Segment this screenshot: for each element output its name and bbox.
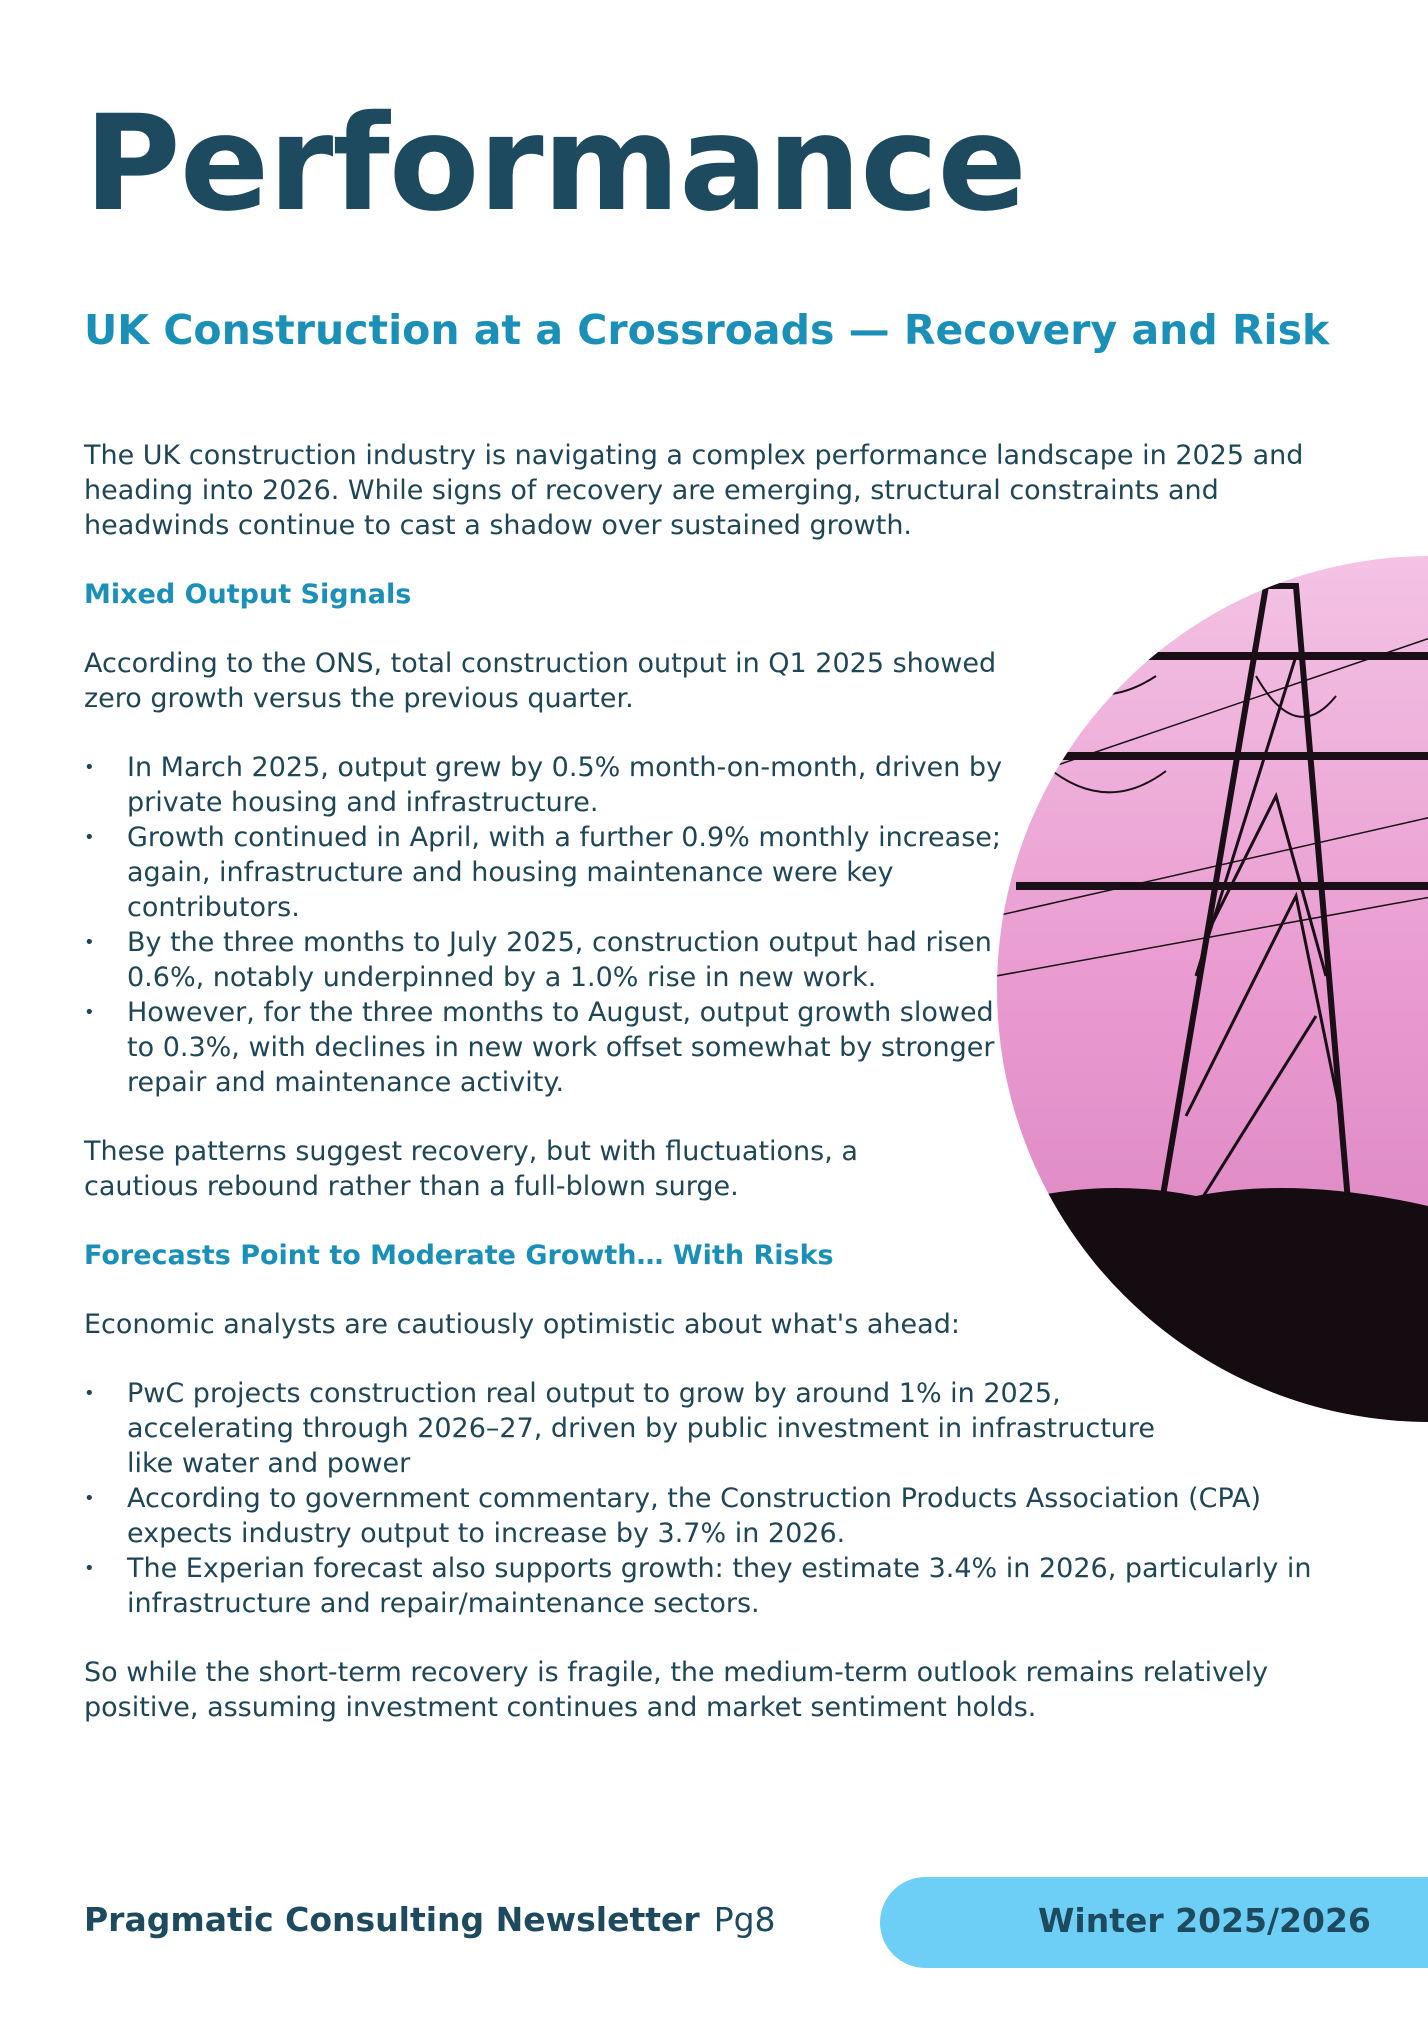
page-title: Performance <box>84 87 1027 241</box>
bullet-list: PwC projects construction real output to… <box>84 1376 1364 1621</box>
list-item: PwC projects construction real output to… <box>84 1376 1207 1481</box>
list-item: In March 2025, output grew by 0.5% month… <box>84 750 1014 820</box>
list-item: Growth continued in April, with a furthe… <box>84 820 1014 925</box>
publication-name: Pragmatic Consulting Newsletter <box>84 1900 700 1939</box>
list-item: According to government commentary, the … <box>84 1481 1364 1551</box>
paragraph: Economic analysts are cautiously optimis… <box>84 1309 960 1340</box>
bullet-list: In March 2025, output grew by 0.5% month… <box>84 750 1014 1100</box>
paragraph: So while the short-term recovery is frag… <box>84 1657 1269 1723</box>
paragraph: According to the ONS, total construction… <box>84 648 997 714</box>
section-heading: Mixed Output Signals <box>84 579 412 610</box>
article-body: The UK construction industry is navigati… <box>84 438 1364 1759</box>
paragraph: These patterns suggest recovery, but wit… <box>84 1136 858 1202</box>
list-item: However, for the three months to August,… <box>84 995 1014 1100</box>
edition-badge: Winter 2025/2026 <box>880 1877 1428 1968</box>
intro-paragraph: The UK construction industry is navigati… <box>84 440 1304 541</box>
electricity-pylon-photo <box>997 556 1428 1422</box>
edition-label: Winter 2025/2026 <box>1038 1901 1371 1940</box>
page-number: Pg8 <box>713 1900 776 1939</box>
section-heading: Forecasts Point to Moderate Growth… With… <box>84 1240 834 1271</box>
list-item: By the three months to July 2025, constr… <box>84 925 1014 995</box>
article-subtitle: UK Construction at a Crossroads — Recove… <box>84 306 1330 354</box>
list-item: The Experian forecast also supports grow… <box>84 1551 1357 1621</box>
footer-publication: Pragmatic Consulting Newsletter Pg8 <box>84 1900 776 1939</box>
